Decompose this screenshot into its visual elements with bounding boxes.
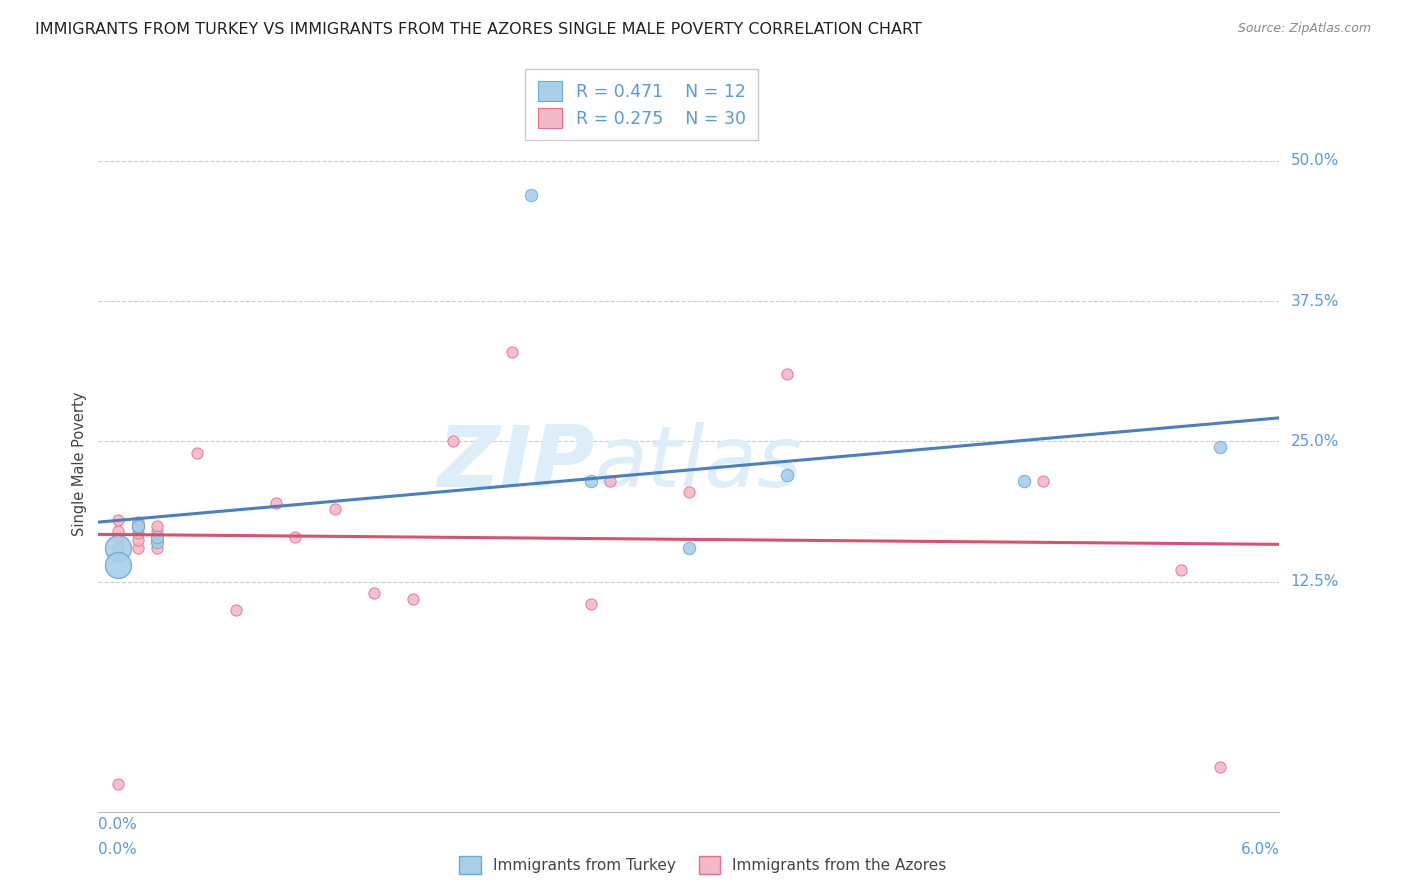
Point [107, 541, 129, 555]
Point [107, 777, 129, 791]
Point [225, 603, 247, 617]
Text: IMMIGRANTS FROM TURKEY VS IMMIGRANTS FROM THE AZORES SINGLE MALE POVERTY CORRELA: IMMIGRANTS FROM TURKEY VS IMMIGRANTS FRO… [35, 22, 922, 37]
Legend: Immigrants from Turkey, Immigrants from the Azores: Immigrants from Turkey, Immigrants from … [453, 850, 953, 880]
Point [520, 187, 543, 202]
Point [1209, 440, 1232, 454]
Point [127, 521, 149, 535]
Point [284, 530, 307, 544]
Point [678, 484, 700, 499]
Point [146, 535, 169, 549]
Text: 25.0%: 25.0% [1291, 434, 1339, 449]
Point [1209, 760, 1232, 774]
Point [186, 445, 208, 459]
Text: 37.5%: 37.5% [1291, 293, 1339, 309]
Point [1012, 474, 1035, 488]
Point [146, 541, 169, 555]
Point [776, 367, 799, 381]
Legend: R = 0.471    N = 12, R = 0.275    N = 30: R = 0.471 N = 12, R = 0.275 N = 30 [526, 69, 758, 140]
Point [1032, 474, 1054, 488]
Point [107, 530, 129, 544]
Point [127, 518, 149, 533]
Point [264, 496, 287, 510]
Point [146, 518, 169, 533]
Point [127, 541, 149, 555]
Point [146, 530, 169, 544]
Point [441, 434, 464, 449]
Point [127, 526, 149, 541]
Point [1170, 564, 1192, 578]
Point [363, 586, 385, 600]
Point [107, 558, 129, 572]
Point [323, 501, 346, 516]
Point [107, 513, 129, 527]
Point [776, 468, 799, 483]
Text: atlas: atlas [595, 422, 803, 506]
Point [127, 533, 149, 548]
Text: 50.0%: 50.0% [1291, 153, 1339, 169]
Point [127, 515, 149, 529]
Point [127, 518, 149, 533]
Point [579, 597, 602, 611]
Text: 12.5%: 12.5% [1291, 574, 1339, 590]
Text: Source: ZipAtlas.com: Source: ZipAtlas.com [1237, 22, 1371, 36]
Point [107, 524, 129, 538]
Point [599, 474, 621, 488]
Text: 0.0%: 0.0% [98, 817, 138, 832]
Point [501, 344, 523, 359]
Point [146, 524, 169, 538]
Text: 0.0%: 0.0% [98, 842, 138, 857]
Point [107, 541, 129, 555]
Point [146, 533, 169, 548]
Point [579, 474, 602, 488]
Point [678, 541, 700, 555]
Text: 6.0%: 6.0% [1240, 842, 1279, 857]
Text: ZIP: ZIP [437, 422, 595, 506]
Y-axis label: Single Male Poverty: Single Male Poverty [72, 392, 87, 536]
Point [402, 591, 425, 606]
